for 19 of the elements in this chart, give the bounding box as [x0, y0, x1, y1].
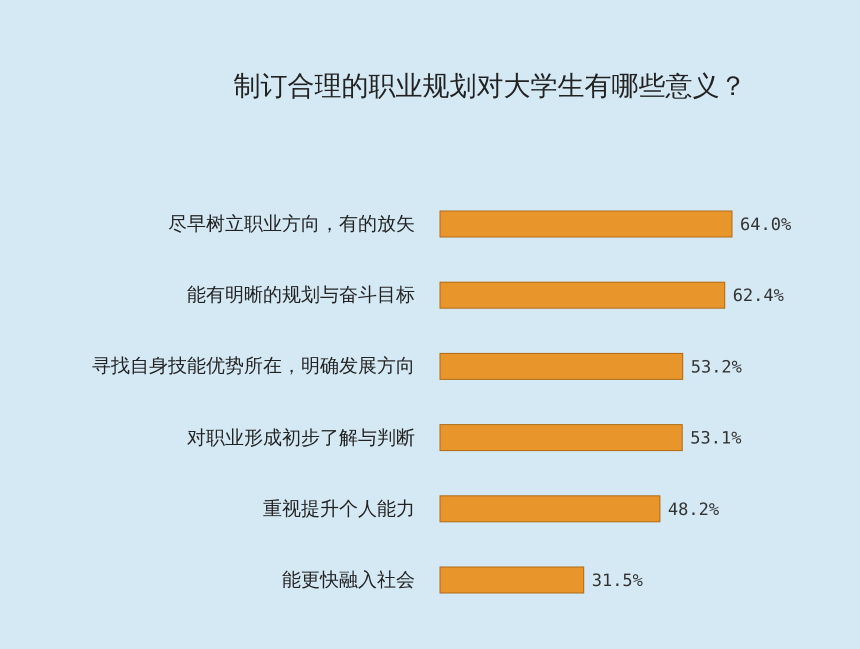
bar: [440, 282, 726, 309]
y-tick-label: 能更快融入社会: [282, 568, 415, 593]
data-label: 31.5%: [592, 571, 643, 591]
chart-title: 制订合理的职业规划对大学生有哪些意义？: [232, 70, 748, 104]
bar: [440, 424, 683, 452]
y-tick-label: 寻找自身技能优势所在，明确发展方向: [92, 354, 415, 380]
y-tick-label: 能有明晰的规划与奋斗目标: [187, 283, 415, 308]
y-tick-label: 对职业形成初步了解与判断: [187, 426, 415, 451]
data-label: 53.2%: [690, 357, 742, 378]
bar: [440, 566, 584, 594]
y-tick-label: 重视提升个人能力: [263, 496, 415, 522]
bar: [440, 352, 684, 380]
data-label: 62.4%: [732, 286, 784, 306]
data-label: 53.1%: [690, 428, 742, 449]
data-label: 64.0%: [740, 215, 792, 235]
bar: [440, 495, 660, 522]
data-label: 48.2%: [668, 500, 720, 520]
bar: [440, 210, 732, 238]
y-tick-label: 尽早树立职业方向，有的放矢: [168, 212, 415, 237]
